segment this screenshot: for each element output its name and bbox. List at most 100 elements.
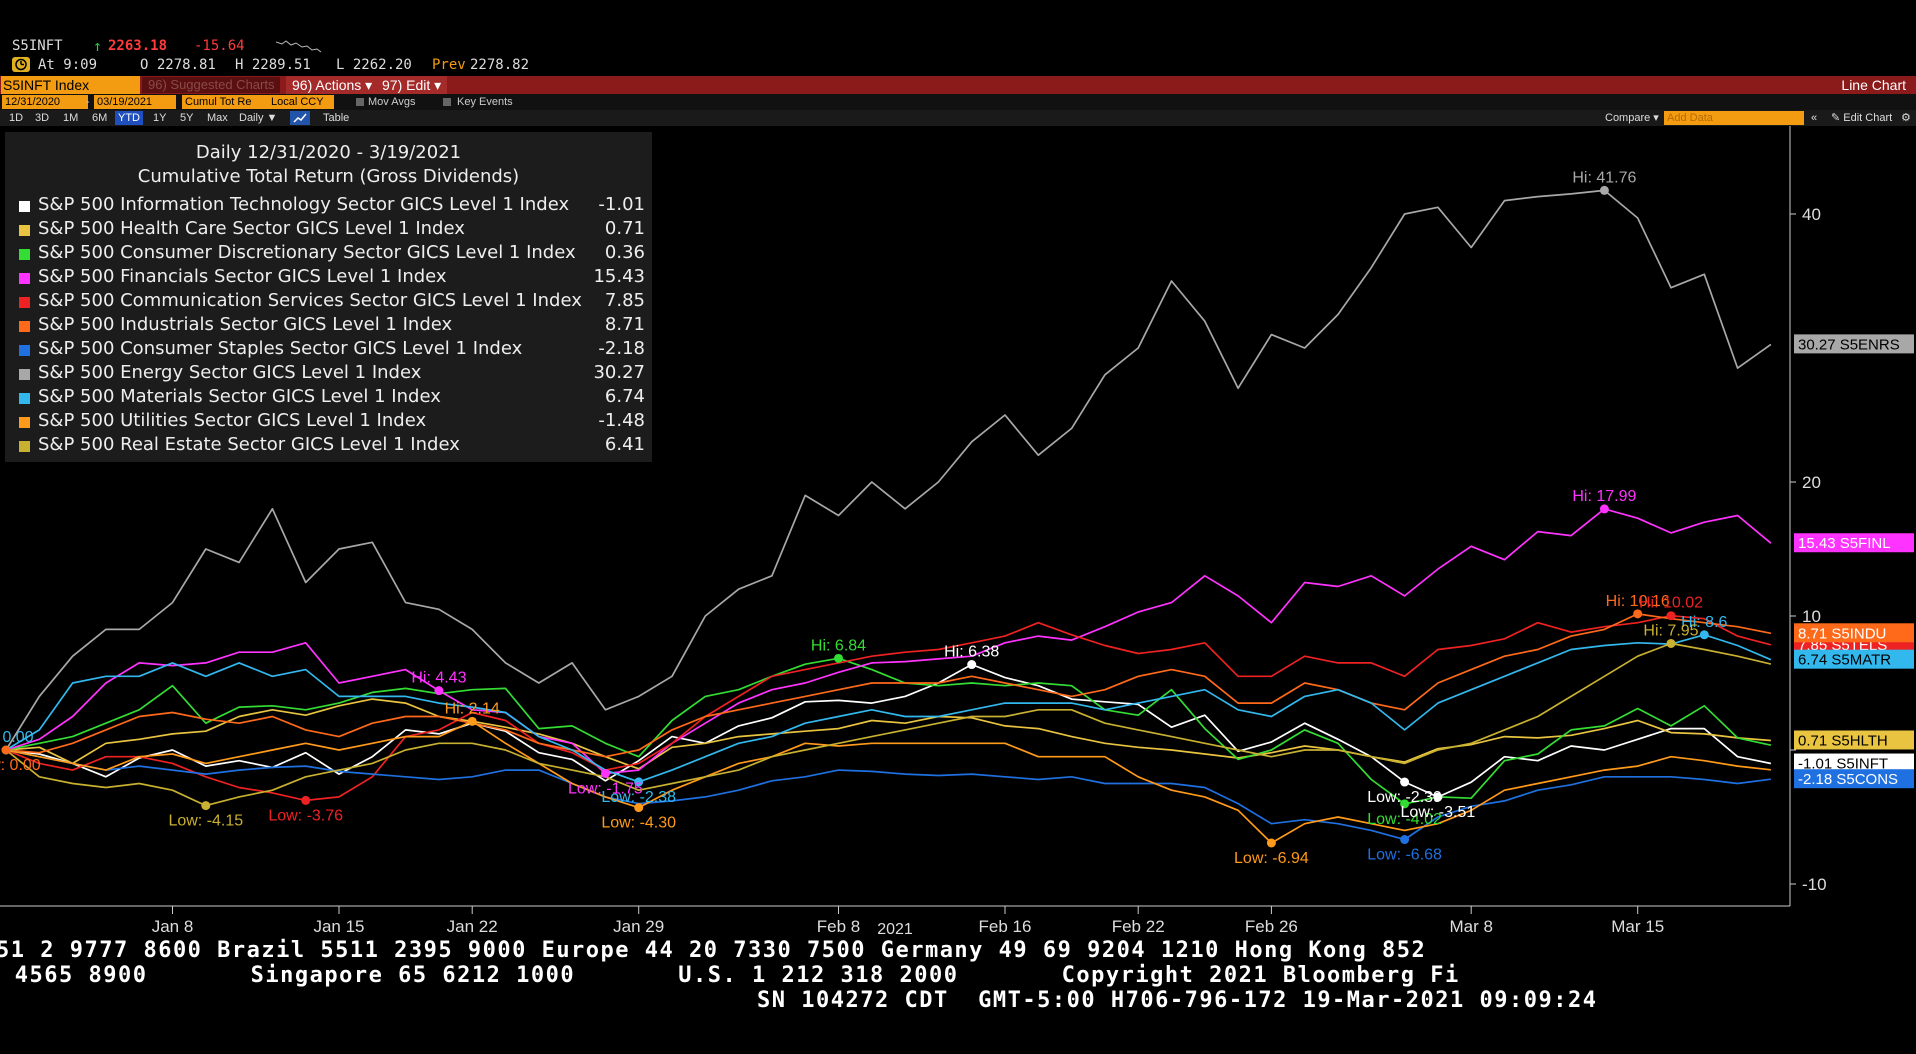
legend-series-value: 0.71 [604,218,645,239]
legend-item[interactable]: S&P 500 Real Estate Sector GICS Level 1 … [15,434,645,458]
x-tick-label: Feb 22 [1112,917,1165,936]
security-field[interactable]: S5INFT Index [1,76,140,94]
legend-item[interactable]: S&P 500 Health Care Sector GICS Level 1 … [15,218,645,242]
period-ytd-button[interactable]: YTD [115,111,143,125]
period-1d-button[interactable]: 1D [9,112,24,124]
series-line[interactable] [5,698,1771,770]
legend-series-value: 7.85 [604,290,645,311]
series-line[interactable] [5,663,1772,798]
chart-type-label: Line Chart [1841,77,1906,93]
series-line[interactable] [5,657,1772,805]
extreme-point [1,745,11,755]
up-arrow-icon: ↑ [93,37,103,55]
x-tick-label: Jan 15 [313,917,364,936]
legend-series-name: S&P 500 Communication Services Sector GI… [38,290,582,311]
edit-menu[interactable]: 97) Edit ▾ [376,76,448,94]
legend-series-value: -1.01 [598,194,645,215]
line-chart-icon[interactable] [290,111,310,125]
legend-series-name: S&P 500 Financials Sector GICS Level 1 I… [38,266,447,287]
end-date-field[interactable]: 03/19/2021 [94,95,176,109]
table-button[interactable]: Table [323,112,350,124]
legend-swatch [19,369,30,380]
value-tag-box [1794,753,1914,773]
value-tag-text: -1.01 S5INFT [1798,756,1888,773]
line-chart[interactable]: -10 10 20 40 Jan 8 Jan 15 Jan 22 Jan 29 Feb 8 Fe… [0,126,1916,938]
add-data-input[interactable]: Add Data [1664,111,1804,125]
extreme-label: Low: -3.51 [1401,804,1476,821]
series-line[interactable] [5,749,1772,841]
series-line[interactable] [5,613,1772,758]
legend-series-name: S&P 500 Information Technology Sector GI… [38,194,570,215]
legend-swatch [19,249,30,260]
period-6m-button[interactable]: 6M [92,112,108,124]
net-change: -15.64 [194,38,245,54]
mov-avgs-checkbox[interactable] [356,98,364,106]
extreme-point [634,777,644,787]
sparkline-icon [276,40,322,53]
series-line[interactable] [5,508,1772,775]
legend-series-value: 15.43 [593,266,645,287]
value-tag-box [1794,533,1914,553]
chart-legend: Daily 12/31/2020 - 3/19/2021 Cumulative … [5,132,652,462]
key-events-label[interactable]: Key Events [457,96,513,108]
extreme-label: Low: -6.94 [1234,850,1309,867]
extreme-point [1599,185,1609,195]
series-line[interactable] [5,642,1772,807]
legend-item[interactable]: S&P 500 Consumer Discretionary Sector GI… [15,242,645,266]
suggested-charts-button[interactable]: 96) Suggested Charts [142,77,281,93]
legend-item[interactable]: S&P 500 Energy Sector GICS Level 1 Index… [15,362,645,386]
extreme-point [1599,504,1609,514]
value-tag-box [1794,649,1914,669]
extreme-label: Hi: 4.43 [411,670,466,687]
date-separator: - [86,96,90,108]
legend-item[interactable]: S&P 500 Financials Sector GICS Level 1 I… [15,266,645,290]
settings-gear-icon[interactable]: ⚙ [1901,112,1911,124]
legend-item[interactable]: S&P 500 Communication Services Sector GI… [15,290,645,314]
footer-ticker: 51 2 9777 8600 Brazil 5511 2395 9000 Eur… [0,938,1916,1054]
legend-item[interactable]: S&P 500 Consumer Staples Sector GICS Lev… [15,338,645,362]
quote-header: S5INFT ↑ 2263.18 -15.64 At 9:09 O 2278.8… [0,0,1916,76]
extreme-label: Low: -4.30 [601,815,676,832]
legend-item[interactable]: S&P 500 Information Technology Sector GI… [15,194,645,218]
series-lines [5,189,1772,844]
series-line[interactable] [5,633,1772,783]
edit-chart-button[interactable]: ✎ Edit Chart [1828,111,1895,125]
actions-menu[interactable]: 96) Actions ▾ [286,76,379,94]
collapse-icon[interactable]: « [1811,112,1818,124]
series-line[interactable] [5,189,1772,751]
extreme-label: Hi: 8.6 [1681,614,1727,631]
currency-dropdown[interactable]: Local CCY [268,95,334,109]
legend-series-name: S&P 500 Energy Sector GICS Level 1 Index [38,362,422,383]
x-tick-label: Mar 15 [1611,917,1664,936]
legend-series-name: S&P 500 Materials Sector GICS Level 1 In… [38,386,441,407]
last-price: 2263.18 [108,38,168,54]
period-5y-button[interactable]: 5Y [180,112,194,124]
extreme-label: Hi: 10.16 [1606,593,1670,610]
period-1y-button[interactable]: 1Y [153,112,167,124]
extreme-point [201,801,211,811]
period-1m-button[interactable]: 1M [63,112,79,124]
key-events-checkbox[interactable] [443,98,451,106]
legend-series-name: S&P 500 Consumer Staples Sector GICS Lev… [38,338,523,359]
legend-swatch [19,225,30,236]
period-max-button[interactable]: Max [207,112,228,124]
extreme-point [1400,799,1410,809]
x-year-label: 2021 [877,921,913,938]
legend-item[interactable]: S&P 500 Industrials Sector GICS Level 1 … [15,314,645,338]
legend-item[interactable]: S&P 500 Utilities Sector GICS Level 1 In… [15,410,645,434]
extreme-point [967,660,977,670]
legend-swatch [19,201,30,212]
mov-avgs-label[interactable]: Mov Avgs [368,96,416,108]
start-date-field[interactable]: 12/31/2020 [2,95,88,109]
period-3d-button[interactable]: 3D [35,112,50,124]
compare-dropdown[interactable]: Compare ▾ [1605,112,1659,124]
legend-series-value: 6.74 [604,386,645,407]
legend-title: Daily 12/31/2020 - 3/19/2021 [195,142,462,163]
legend-item[interactable]: S&P 500 Materials Sector GICS Level 1 In… [15,386,645,410]
return-type-dropdown[interactable]: Cumul Tot Re [182,95,268,109]
frequency-dropdown[interactable]: Daily ▼ [239,112,278,124]
series-line[interactable] [5,614,1772,802]
legend-swatch [19,345,30,356]
series-line[interactable] [5,720,1771,844]
